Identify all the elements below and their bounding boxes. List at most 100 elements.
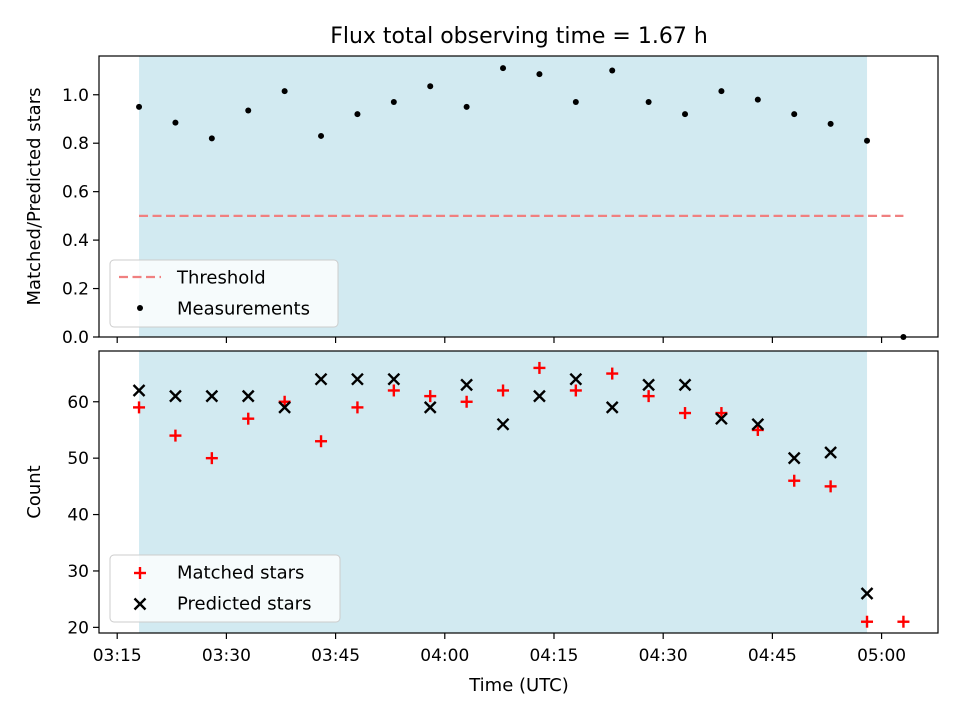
- top-legend: Threshold Measurements: [109, 259, 339, 328]
- measurement-point: [245, 107, 252, 114]
- bottom-y-tick-label: 40: [67, 506, 89, 526]
- measurement-point: [463, 103, 470, 110]
- predicted-star-point-b: [423, 401, 437, 414]
- top-legend-box: [109, 259, 339, 328]
- predicted-star-point: [241, 389, 255, 403]
- measurement-point: [427, 83, 434, 90]
- predicted-star-point-b: [678, 378, 692, 392]
- matched-star-point: [569, 384, 582, 397]
- measurement-point: [754, 96, 761, 103]
- predicted-star-point: [423, 401, 437, 414]
- predicted-star-point: [715, 412, 728, 426]
- predicted-star-point-b: [169, 389, 182, 403]
- top-y-tick-label: 0.6: [62, 183, 89, 203]
- matched-star-point: [533, 361, 546, 374]
- predicted-star-point: [787, 451, 801, 465]
- measurement-point: [390, 99, 397, 106]
- matched-star-point: [497, 384, 510, 397]
- bottom-y-tick-label: 30: [67, 562, 89, 582]
- predicted-star-point-b: [278, 401, 291, 414]
- predicted-star-point-b: [241, 389, 255, 403]
- legend-predicted-marker: [133, 597, 147, 611]
- measurement-point: [354, 111, 361, 118]
- matched-star-point: [642, 390, 655, 403]
- x-tick-label: 04:00: [420, 646, 469, 666]
- matched-star-point: [169, 429, 182, 442]
- predicted-star-point-b: [860, 587, 874, 600]
- bottom-y-axis: 20 30 40 50 60: [67, 393, 99, 638]
- matched-stars-points: [133, 361, 910, 628]
- matched-star-point: [788, 474, 801, 487]
- predicted-star-point: [387, 372, 401, 386]
- measurement-point: [172, 119, 179, 126]
- legend-predicted-swatch: [133, 597, 147, 611]
- predicted-star-point-b: [569, 372, 583, 386]
- matched-star-point: [133, 401, 146, 414]
- measurement-point: [572, 99, 579, 106]
- predicted-star-point: [460, 378, 473, 392]
- top-axes-frame: [98, 55, 939, 338]
- predicted-star-point: [314, 372, 328, 386]
- x-tick-label: 03:30: [202, 646, 251, 666]
- predicted-star-point-b: [496, 417, 510, 431]
- legend-measurements-swatch: [137, 305, 143, 311]
- bottom-axes-frame: [98, 350, 939, 634]
- matched-star-point: [315, 435, 328, 448]
- legend-predicted-marker-b: [133, 597, 147, 611]
- legend-measurements-label: Measurements: [177, 299, 310, 320]
- top-y-tick-label: 0.8: [62, 134, 89, 154]
- top-x-ticks: [116, 337, 883, 343]
- measurement-point: [682, 111, 689, 118]
- top-y-tick-label: 1.0: [62, 86, 89, 106]
- matched-star-point: [897, 615, 910, 628]
- matched-star-point: [424, 390, 437, 403]
- predicted-star-point: [278, 401, 291, 414]
- matched-star-point: [606, 367, 619, 380]
- predicted-star-point-b: [314, 372, 328, 386]
- top-y-tick-label: 0.2: [62, 280, 89, 300]
- predicted-star-point: [496, 417, 510, 431]
- x-tick-label: 04:15: [529, 646, 578, 666]
- x-tick-label: 04:45: [748, 646, 797, 666]
- predicted-star-point-b: [132, 384, 146, 397]
- bottom-panel: 20 30 40 50 60 03:15 03:30 03:45 04:00 04:15 04:3…: [24, 350, 939, 696]
- measurement-point: [609, 67, 616, 74]
- matched-star-point: [861, 615, 874, 628]
- matched-star-point: [205, 452, 218, 465]
- measurement-point: [864, 137, 871, 144]
- chart-title: Flux total observing time = 1.67 h: [330, 24, 708, 49]
- x-tick-label: 03:15: [93, 646, 142, 666]
- predicted-star-point-b: [533, 389, 546, 403]
- top-y-tick-label: 0.0: [62, 328, 89, 348]
- predicted-star-point-b: [387, 372, 401, 386]
- measurement-point: [318, 132, 325, 139]
- x-axis-label: Time (UTC): [468, 675, 569, 696]
- measurement-point: [791, 111, 798, 118]
- x-tick-label: 05:00: [857, 646, 906, 666]
- predicted-star-point: [751, 417, 765, 431]
- predicted-star-point: [605, 401, 619, 414]
- bottom-y-tick-label: 20: [67, 618, 89, 638]
- measurement-point: [645, 99, 652, 106]
- predicted-star-point: [205, 389, 219, 403]
- matched-star-point: [387, 384, 400, 397]
- measurement-point: [827, 120, 834, 127]
- predicted-star-point: [351, 372, 364, 386]
- predicted-star-point-b: [205, 389, 219, 403]
- bottom-y-tick-label: 50: [67, 449, 89, 469]
- measurement-point: [718, 88, 725, 95]
- bottom-legend-box: [109, 554, 341, 623]
- top-y-axis: 0.0 0.2 0.4 0.6 0.8 1.0: [62, 86, 99, 348]
- bottom-x-ticks: 03:15 03:30 03:45 04:00 04:15 04:30 04:45 05:00: [93, 633, 906, 666]
- legend-matched-swatch: [134, 567, 146, 579]
- matched-star-point: [242, 412, 255, 425]
- x-tick-label: 03:45: [311, 646, 360, 666]
- predicted-star-point: [824, 446, 837, 459]
- predicted-star-point: [569, 372, 583, 386]
- top-panel: 0.0 0.2 0.4 0.6 0.8 1.0 Matched/Predicted sta…: [24, 55, 939, 348]
- predicted-star-point-b: [605, 401, 619, 414]
- predicted-star-point-b: [460, 378, 473, 392]
- matched-star-point: [460, 395, 473, 408]
- x-tick-label: 04:30: [639, 646, 688, 666]
